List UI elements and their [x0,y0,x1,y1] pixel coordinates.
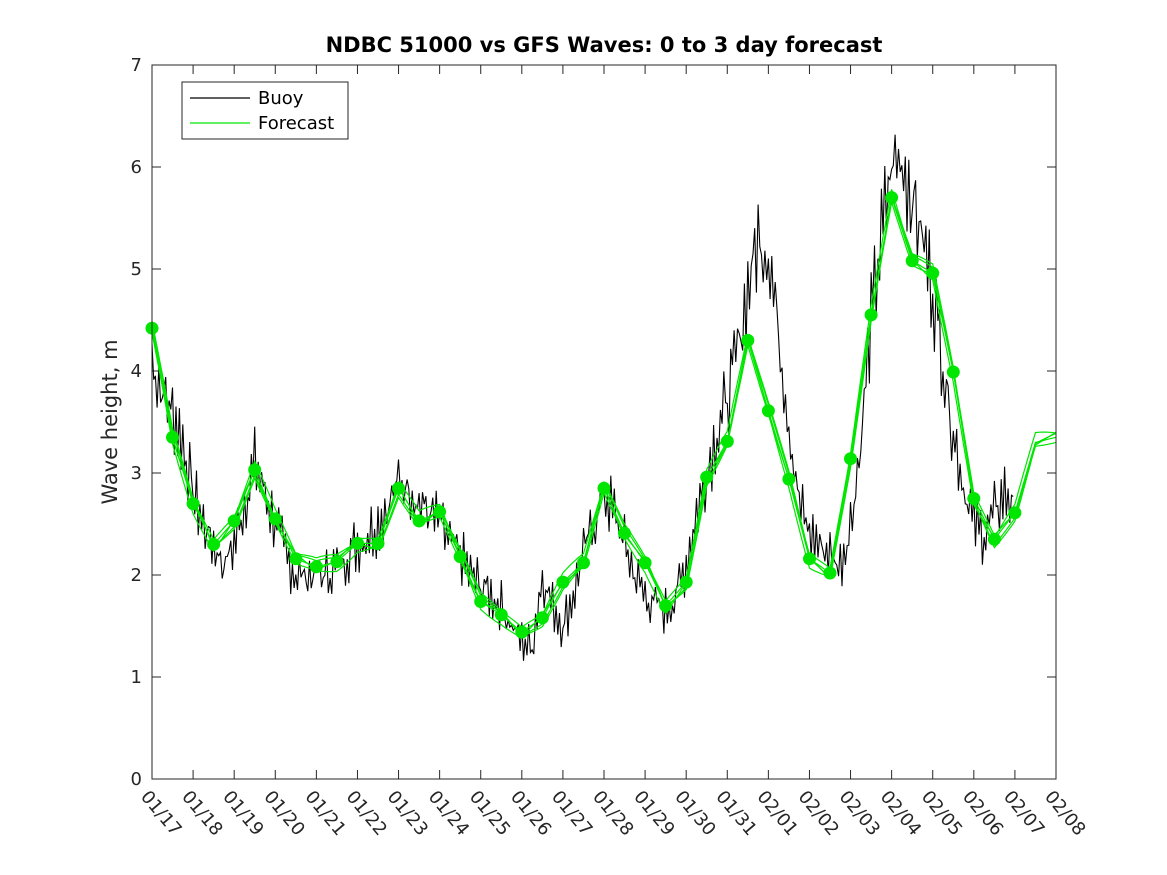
forecast-point [679,575,693,589]
forecast-point [207,537,221,551]
plot-frame [151,64,1057,780]
x-tick-label: 02/03 [835,787,884,840]
x-tick-label: 02/05 [917,787,966,840]
legend: Buoy Forecast [181,81,349,140]
series-layer [145,134,1057,661]
forecast-point [1008,506,1022,520]
x-tick-label: 02/08 [1040,787,1089,840]
forecast-point [864,308,878,322]
forecast-point [967,492,981,505]
forecast-point [371,536,385,550]
chart-title: NDBC 51000 vs GFS Waves: 0 to 3 day fore… [326,33,883,57]
x-tick-label: 01/17 [136,787,185,840]
forecast-point [987,532,1001,546]
x-tick-label: 01/27 [547,787,596,840]
y-tick-label: 2 [131,565,142,586]
forecast-point [309,560,323,574]
forecast-point [885,191,899,205]
y-tick-label: 4 [131,361,142,382]
forecast-point [248,463,262,477]
y-tick-label: 3 [131,463,142,484]
x-tick-label: 02/07 [999,787,1048,840]
y-tick-label: 5 [131,259,142,280]
series-line-forecast [151,197,1057,633]
x-tick-label: 02/06 [958,787,1007,840]
plot-area [145,134,1057,661]
forecast-point [905,254,919,268]
x-tick-labels: 01/1701/1801/1901/2001/2101/2201/2301/24… [136,787,1089,840]
forecast-point [618,526,631,540]
forecast-point [638,556,652,570]
forecast-point [433,505,447,519]
forecast-point [494,608,508,622]
forecast-point [392,481,405,495]
forecast-point [844,452,857,466]
forecast-point [597,481,611,495]
series-line-forecast [151,194,1057,637]
forecast-point [412,514,426,528]
series-line-buoy [151,134,1014,661]
x-tick-label: 01/22 [342,787,391,840]
x-tick-label: 01/21 [301,787,350,840]
x-tick-label: 01/20 [259,787,308,840]
forecast-point [761,404,775,418]
forecast-point [227,514,241,528]
y-tick-label: 1 [131,667,142,688]
forecast-point [166,430,179,444]
forecast-point [823,566,837,580]
forecast-point [782,472,796,486]
x-tick-label: 02/04 [876,787,925,840]
forecast-point [351,536,364,550]
forecast-point [535,611,549,625]
forecast-point [330,555,344,569]
x-tick-label: 01/31 [711,787,760,840]
forecast-point [268,512,282,526]
forecast-point [453,550,467,564]
x-tick-label: 02/02 [794,787,843,840]
x-tick-label: 01/25 [465,787,514,840]
y-axis-label: Wave height, m [98,339,122,504]
axis-ticks [151,64,1057,780]
legend-label-forecast: Forecast [258,113,334,134]
x-tick-label: 02/01 [753,787,802,840]
legend-box [181,81,349,140]
x-tick-label: 01/23 [383,787,432,840]
forecast-point [700,470,714,484]
y-tick-label: 6 [131,157,142,178]
x-tick-label: 01/30 [670,787,719,840]
x-tick-label: 01/24 [424,787,473,840]
forecast-point [186,497,200,511]
x-tick-label: 01/19 [218,787,267,840]
y-tick-label: 0 [131,769,142,790]
forecast-point [946,365,960,379]
forecast-point [515,625,529,639]
x-tick-label: 01/26 [506,787,555,840]
series-line-forecast [151,194,1057,637]
x-tick-label: 01/28 [588,787,637,840]
x-tick-label: 01/18 [177,787,226,840]
forecast-point [926,266,940,280]
forecast-point [577,556,590,570]
y-tick-labels: 0 1 2 3 4 5 6 7 [131,55,142,790]
forecast-point [474,595,488,608]
forecast-point [556,575,570,589]
forecast-point [741,333,755,347]
forecast-point [803,552,816,566]
forecast-point [720,434,734,448]
forecast-point [659,599,673,613]
legend-label-buoy: Buoy [258,88,304,109]
y-tick-label: 7 [131,55,142,76]
x-tick-label: 01/29 [629,787,678,840]
forecast-point [289,552,303,566]
